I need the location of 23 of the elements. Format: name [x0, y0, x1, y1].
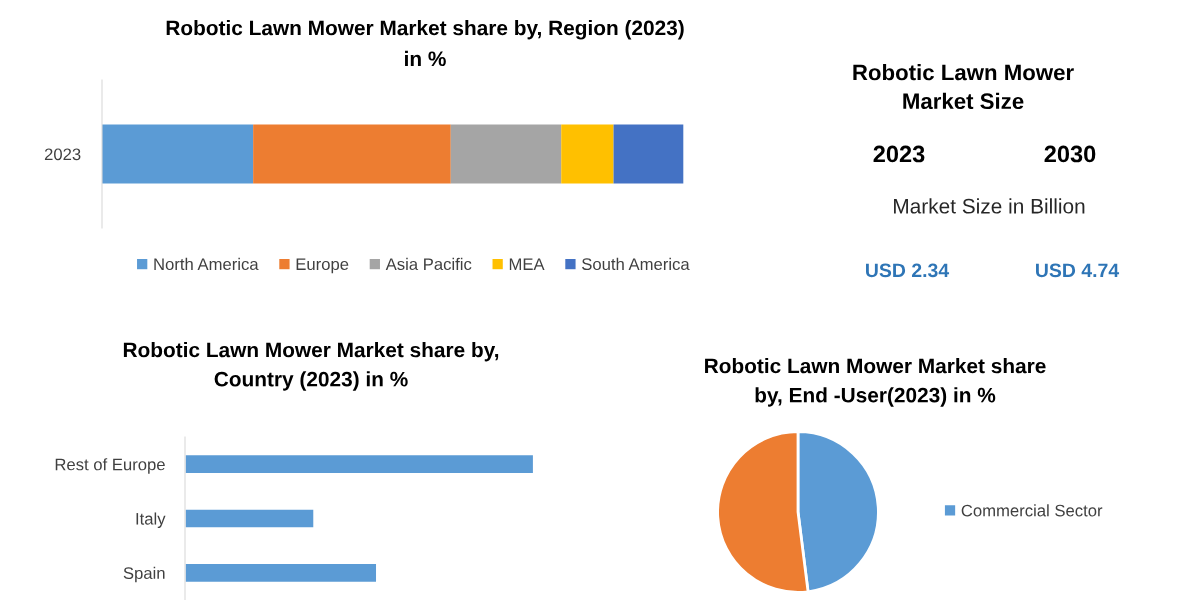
text: Market Size in Billion: [894, 198, 1085, 214]
text: USD 4.74: [1036, 263, 1120, 278]
bar: [561, 124, 614, 184]
bar: [450, 124, 562, 184]
bar: [253, 124, 451, 184]
legend-label: Europe: [296, 258, 349, 274]
text: Robotic Lawn Mower Market Size: [853, 64, 1074, 110]
bar: [102, 124, 254, 184]
legend-label: Asia Pacific: [385, 257, 472, 271]
chart-title: Robotic Lawn Mower Market share by, Country (2023) in %: [123, 342, 499, 391]
text: USD 2.34: [866, 263, 950, 278]
legend-label: North America: [154, 257, 259, 271]
y-tick-label: Italy: [136, 512, 166, 528]
legend-label: MEA: [509, 258, 545, 270]
chart-title: Robotic Lawn Mower Market share by, Region (2023) in %: [166, 20, 684, 67]
text: 2023: [873, 145, 925, 163]
y-tick-label: Spain: [123, 566, 165, 583]
text: 2030: [1044, 145, 1096, 163]
y-tick-label: Rest of Europe: [55, 458, 165, 474]
chart-title: Robotic Lawn Mower Market share by, End -User(2023) in %: [705, 358, 1046, 407]
legend-label: Commercial Sector: [961, 504, 1103, 517]
legend-label: South America: [582, 257, 690, 271]
bar: [613, 124, 684, 184]
